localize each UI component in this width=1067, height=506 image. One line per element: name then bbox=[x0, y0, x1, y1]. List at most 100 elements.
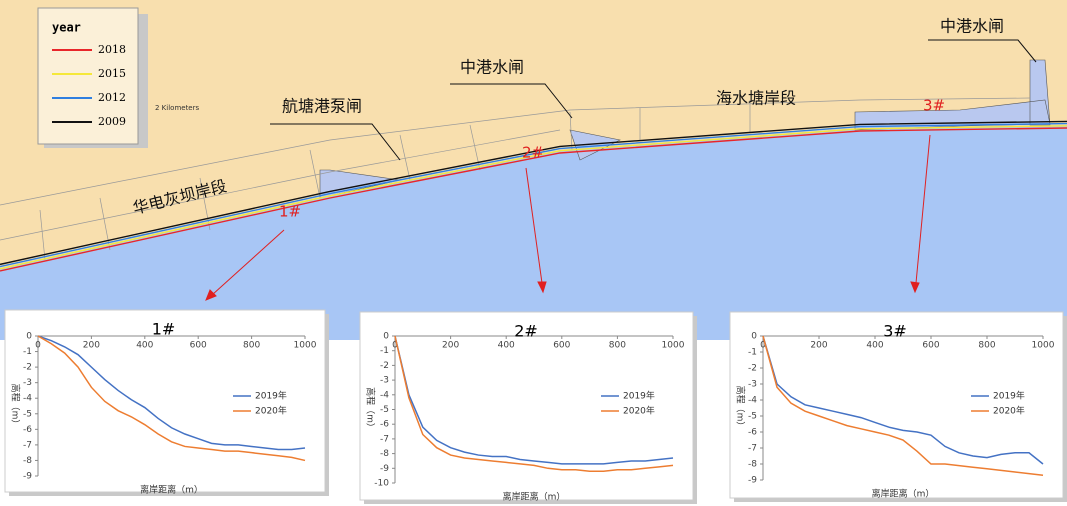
chart: 0-1-2-3-4-5-6-7-8-90 200 400 600 800 10001#离岸… bbox=[4, 309, 329, 496]
series-line bbox=[394, 335, 674, 465]
series-line bbox=[37, 335, 306, 451]
y-tick-label: -8 bbox=[23, 456, 32, 466]
x-tick-label: 600 bbox=[922, 341, 939, 351]
legend-label: 2015 bbox=[98, 67, 126, 80]
x-tick-label: 400 bbox=[136, 341, 153, 351]
x-tick-label: 200 bbox=[83, 341, 100, 351]
scale-label: 2 Kilometers bbox=[155, 104, 199, 112]
y-tick-label: -4 bbox=[748, 396, 757, 406]
legend-box: year 2018 2015 2012 2009 bbox=[37, 7, 148, 148]
arrows bbox=[205, 134, 931, 301]
place-label: 海水塘岸段 bbox=[716, 89, 796, 108]
shoreline bbox=[0, 122, 1067, 268]
y-tick-label: -4 bbox=[380, 390, 389, 400]
y-tick-label: -4 bbox=[23, 394, 32, 404]
site-marker: 1# bbox=[279, 203, 301, 221]
legend-label: 2019年 bbox=[623, 390, 655, 402]
sea bbox=[0, 125, 1067, 340]
y-axis-label: 高程（m） bbox=[10, 384, 22, 429]
y-tick-label: -9 bbox=[23, 472, 32, 482]
y-tick-label: -1 bbox=[23, 347, 32, 357]
x-tick-label: 800 bbox=[243, 341, 260, 351]
y-tick-label: -9 bbox=[748, 476, 757, 486]
legend-label: 2020年 bbox=[255, 405, 287, 417]
y-tick-label: -9 bbox=[380, 464, 389, 474]
x-tick-label: 600 bbox=[190, 341, 207, 351]
x-axis-label: 离岸距离（m） bbox=[140, 484, 203, 496]
legend-label: 2018 bbox=[98, 43, 126, 56]
legend-label: 2020年 bbox=[993, 405, 1025, 417]
legend-label: 2009 bbox=[98, 115, 126, 128]
y-tick-label: -3 bbox=[23, 378, 32, 388]
y-tick-label: 0 bbox=[26, 332, 32, 342]
y-axis-label: 高程（m） bbox=[365, 387, 377, 432]
legend-label: 2020年 bbox=[623, 405, 655, 417]
y-tick-label: -6 bbox=[23, 425, 32, 435]
legend-label: 2019年 bbox=[993, 390, 1025, 402]
y-tick-label: -7 bbox=[748, 444, 757, 454]
legend-label: 2012 bbox=[98, 91, 126, 104]
series-line bbox=[762, 335, 1044, 476]
place-label: 中港水闸 bbox=[940, 17, 1004, 36]
x-axis-label: 离岸距离（m） bbox=[872, 488, 935, 500]
x-tick-label: 800 bbox=[978, 341, 995, 351]
x-tick-label: 200 bbox=[442, 341, 459, 351]
x-tick-label: 0 bbox=[35, 341, 41, 351]
y-tick-label: -2 bbox=[23, 363, 32, 373]
chart-panel bbox=[729, 311, 1064, 499]
y-tick-label: -5 bbox=[748, 412, 757, 422]
x-tick-label: 1000 bbox=[1032, 341, 1055, 351]
place-label: 航塘港泵闸 bbox=[282, 97, 362, 116]
x-tick-label: 0 bbox=[392, 341, 398, 351]
markers: 1# 2# 3# bbox=[279, 97, 945, 221]
series-line bbox=[762, 335, 1044, 465]
y-tick-label: 0 bbox=[751, 332, 757, 342]
land-plots bbox=[0, 97, 1031, 261]
y-tick-label: -6 bbox=[380, 420, 389, 430]
legend-title: year bbox=[52, 21, 81, 35]
y-tick-label: -2 bbox=[380, 361, 389, 371]
series-line bbox=[37, 335, 306, 462]
chart-panel bbox=[4, 309, 326, 493]
x-tick-label: 600 bbox=[553, 341, 570, 351]
y-tick-label: -1 bbox=[380, 346, 389, 356]
y-tick-label: -7 bbox=[23, 440, 32, 450]
shoreline bbox=[0, 127, 1067, 272]
y-tick-label: -1 bbox=[748, 348, 757, 358]
x-axis-label: 离岸距离（m） bbox=[503, 491, 566, 503]
x-tick-label: 400 bbox=[498, 341, 515, 351]
shoreline bbox=[0, 120, 1067, 266]
chart-title: 3# bbox=[883, 322, 907, 341]
y-tick-label: -2 bbox=[748, 364, 757, 374]
x-tick-label: 1000 bbox=[294, 341, 317, 351]
legend-label: 2019年 bbox=[255, 390, 287, 402]
y-tick-label: -5 bbox=[380, 405, 389, 415]
y-tick-label: 0 bbox=[383, 332, 389, 342]
shoreline bbox=[0, 125, 1067, 270]
place-label: 中港水闸 bbox=[460, 58, 524, 77]
y-tick-label: -6 bbox=[748, 428, 757, 438]
x-tick-label: 0 bbox=[760, 341, 766, 351]
chart-title: 1# bbox=[152, 320, 176, 339]
y-tick-label: -5 bbox=[23, 409, 32, 419]
charts: 0-1-2-3-4-5-6-7-8-90 200 400 600 800 10001#离岸… bbox=[4, 309, 1067, 504]
site-marker: 3# bbox=[923, 97, 945, 115]
x-tick-label: 1000 bbox=[662, 341, 685, 351]
chart: 0-1-2-3-4-5-6-7-8-90 200 400 600 800 10003#离岸… bbox=[729, 311, 1067, 502]
y-tick-label: -7 bbox=[380, 434, 389, 444]
site-marker: 2# bbox=[522, 144, 544, 162]
y-tick-label: -3 bbox=[748, 380, 757, 390]
y-tick-label: -8 bbox=[380, 449, 389, 459]
leader-lines bbox=[270, 39, 1037, 161]
shorelines bbox=[0, 120, 1067, 272]
x-tick-label: 400 bbox=[866, 341, 883, 351]
y-axis-label: 高程（m） bbox=[735, 386, 747, 431]
y-tick-label: -10 bbox=[374, 479, 389, 489]
y-tick-label: -8 bbox=[748, 460, 757, 470]
y-tick-label: -3 bbox=[380, 376, 389, 386]
chart: 0-1-2-3-4-5-6-7-8-9-100 200 400 600 800 10002… bbox=[359, 311, 697, 504]
chart-title: 2# bbox=[514, 322, 538, 341]
series-line bbox=[394, 335, 674, 472]
x-tick-label: 800 bbox=[609, 341, 626, 351]
